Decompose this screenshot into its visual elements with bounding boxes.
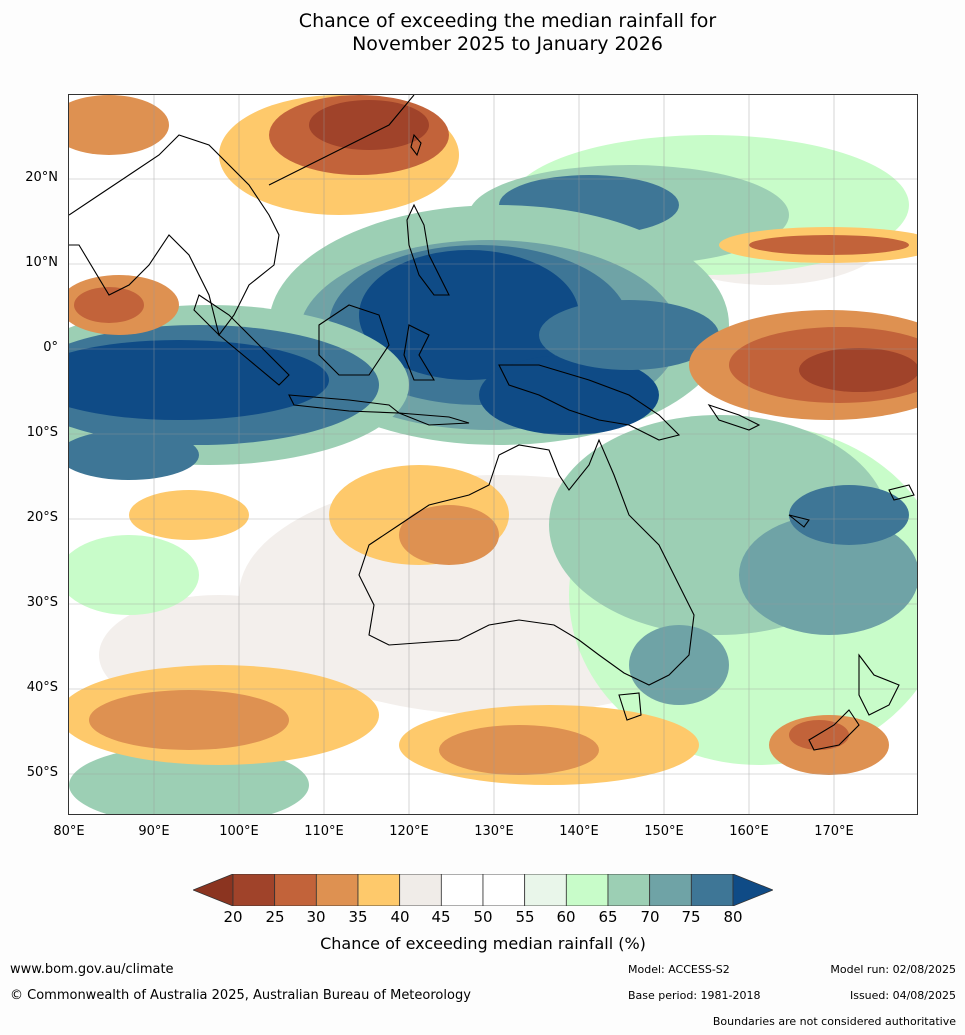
coastlines	[69, 95, 915, 751]
colorbar-bin-70-75	[649, 874, 692, 906]
boundaries-note: Boundaries are not considered authoritat…	[712, 1015, 956, 1028]
colorbar-tick-25: 25	[265, 908, 285, 926]
issued-text: Issued: 04/08/2025	[849, 989, 956, 1002]
lat-label-0: 0°	[43, 340, 58, 355]
colorbar-tick-55: 55	[515, 908, 535, 926]
lat-label-20s: 20°S	[26, 510, 58, 525]
lat-label-10n: 10°N	[25, 255, 58, 270]
graticule	[69, 95, 917, 814]
colorbar-over-arrow	[732, 874, 773, 906]
map-canvas	[69, 95, 917, 814]
lon-label-100e: 100°E	[219, 824, 259, 839]
map-title: Chance of exceeding the median rainfall …	[0, 10, 965, 56]
probability-fill	[69, 95, 917, 814]
colorbar-label: Chance of exceeding median rainfall (%)	[320, 934, 646, 953]
base-period-text: Base period: 1981-2018	[628, 989, 761, 1002]
colorbar-bin-35-40	[357, 874, 401, 906]
colorbar-tick-35: 35	[348, 908, 368, 926]
lon-label-80e: 80°E	[53, 824, 85, 839]
colorbar-tick-20: 20	[223, 908, 243, 926]
colorbar-bin-30-35	[315, 874, 359, 906]
colorbar-tick-75: 75	[681, 908, 701, 926]
lon-label-90e: 90°E	[138, 824, 170, 839]
lon-label-160e: 160°E	[729, 824, 769, 839]
title-line-1: Chance of exceeding the median rainfall …	[298, 10, 717, 32]
colorbar-tick-50: 50	[473, 908, 493, 926]
colorbar-tick-40: 40	[390, 908, 410, 926]
colorbar-under-arrow	[193, 874, 234, 906]
lon-label-150e: 150°E	[644, 824, 684, 839]
lon-label-140e: 140°E	[559, 824, 599, 839]
colorbar-tick-45: 45	[431, 908, 451, 926]
colorbar-bin-60-65	[565, 874, 609, 906]
colorbar-bin-75-80	[690, 874, 734, 906]
colorbar-tick-30: 30	[306, 908, 326, 926]
colorbar-bin-55-60	[524, 874, 567, 906]
lon-label-120e: 120°E	[389, 824, 429, 839]
colorbar-bin-45-50	[440, 874, 484, 906]
lon-label-170e: 170°E	[814, 824, 854, 839]
title-line-2: November 2025 to January 2026	[352, 33, 663, 55]
colorbar-tick-70: 70	[640, 908, 660, 926]
lat-label-20n: 20°N	[25, 170, 58, 185]
colorbar-bin-40-45	[399, 874, 442, 906]
website-link[interactable]: www.bom.gov.au/climate	[10, 962, 174, 977]
model-run-text: Model run: 02/08/2025	[830, 963, 956, 976]
colorbar-tick-80: 80	[723, 908, 743, 926]
lon-label-110e: 110°E	[304, 824, 344, 839]
lat-label-50s: 50°S	[26, 765, 58, 780]
colorbar-tick-65: 65	[598, 908, 618, 926]
colorbar-bin-20-25	[232, 874, 276, 906]
lon-label-130e: 130°E	[474, 824, 514, 839]
colorbar-bin-50-55	[482, 874, 526, 906]
lat-label-30s: 30°S	[26, 595, 58, 610]
lat-label-10s: 10°S	[26, 425, 58, 440]
copyright-text: © Commonwealth of Australia 2025, Austra…	[10, 988, 471, 1003]
colorbar	[193, 874, 773, 906]
rainfall-outlook-map	[68, 94, 918, 815]
model-text: Model: ACCESS-S2	[628, 963, 730, 976]
colorbar-bin-25-30	[274, 874, 317, 906]
lat-label-40s: 40°S	[26, 680, 58, 695]
colorbar-bin-65-70	[607, 874, 651, 906]
colorbar-tick-60: 60	[556, 908, 576, 926]
